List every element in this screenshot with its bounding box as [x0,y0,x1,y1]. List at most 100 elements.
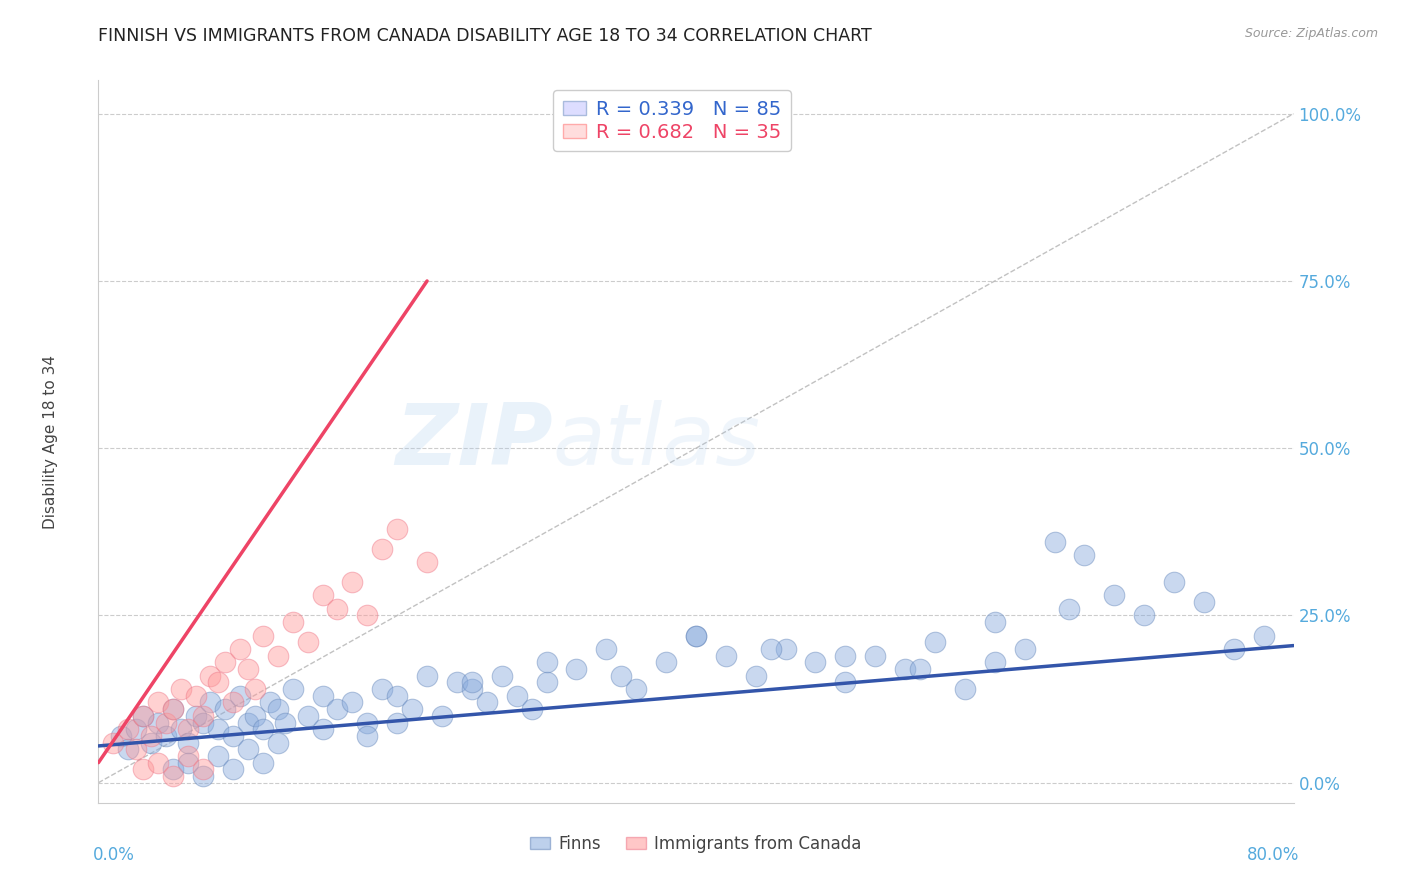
Point [281,615,304,630]
Point [326,602,349,616]
Point [297,708,319,723]
Point [908,662,931,676]
Point [342,696,364,710]
Point [804,655,827,669]
Point [252,628,274,642]
Point [177,735,200,749]
Text: Source: ZipAtlas.com: Source: ZipAtlas.com [1244,27,1378,40]
Point [1133,608,1156,623]
Point [342,574,364,589]
Text: ZIP: ZIP [395,400,553,483]
Point [162,702,184,716]
Point [281,681,304,696]
Point [356,608,378,623]
Point [565,662,588,676]
Point [200,669,222,683]
Text: 80.0%: 80.0% [1247,847,1299,864]
Point [125,723,148,737]
Point [385,689,409,703]
Legend: Finns, Immigrants from Canada: Finns, Immigrants from Canada [523,828,869,860]
Point [775,642,797,657]
Point [984,615,1007,630]
Point [139,735,162,749]
Point [132,708,155,723]
Point [236,715,259,730]
Point [191,715,214,730]
Point [475,696,498,710]
Point [245,708,267,723]
Point [125,742,148,756]
Point [267,735,290,749]
Point [229,642,252,657]
Point [267,702,290,716]
Point [536,655,558,669]
Point [385,521,409,535]
Point [610,669,633,683]
Text: atlas: atlas [553,400,761,483]
Point [953,681,976,696]
Point [595,642,617,657]
Point [148,696,170,710]
Point [685,628,707,642]
Point [236,742,259,756]
Point [191,762,214,776]
Point [222,762,245,776]
Point [311,723,333,737]
Point [169,681,191,696]
Point [461,675,484,690]
Point [200,696,222,710]
Point [714,648,737,663]
Text: Disability Age 18 to 34: Disability Age 18 to 34 [44,354,58,529]
Point [207,675,229,690]
Point [117,723,139,737]
Point [252,723,274,737]
Point [162,702,184,716]
Point [984,655,1007,669]
Point [356,729,378,743]
Point [214,702,236,716]
Point [520,702,543,716]
Point [385,715,409,730]
Point [162,769,184,783]
Point [207,723,229,737]
Point [1223,642,1246,657]
Point [311,689,333,703]
Point [148,715,170,730]
Point [229,689,252,703]
Point [117,742,139,756]
Point [356,715,378,730]
Point [401,702,423,716]
Point [536,675,558,690]
Point [1163,574,1185,589]
Point [103,735,125,749]
Point [267,648,290,663]
Point [626,681,648,696]
Point [184,689,207,703]
Text: 0.0%: 0.0% [93,847,135,864]
Point [1253,628,1275,642]
Point [506,689,529,703]
Point [110,729,132,743]
Point [834,675,856,690]
Point [139,729,162,743]
Point [1073,548,1095,563]
Point [491,669,513,683]
Point [236,662,259,676]
Point [155,715,177,730]
Point [177,749,200,764]
Point [371,541,394,556]
Point [222,696,245,710]
Point [655,655,678,669]
Point [446,675,468,690]
Point [245,681,267,696]
Point [155,729,177,743]
Point [430,708,453,723]
Point [1059,602,1081,616]
Point [894,662,917,676]
Point [207,749,229,764]
Point [132,762,155,776]
Text: FINNISH VS IMMIGRANTS FROM CANADA DISABILITY AGE 18 TO 34 CORRELATION CHART: FINNISH VS IMMIGRANTS FROM CANADA DISABI… [98,27,872,45]
Point [274,715,297,730]
Point [1014,642,1036,657]
Point [759,642,782,657]
